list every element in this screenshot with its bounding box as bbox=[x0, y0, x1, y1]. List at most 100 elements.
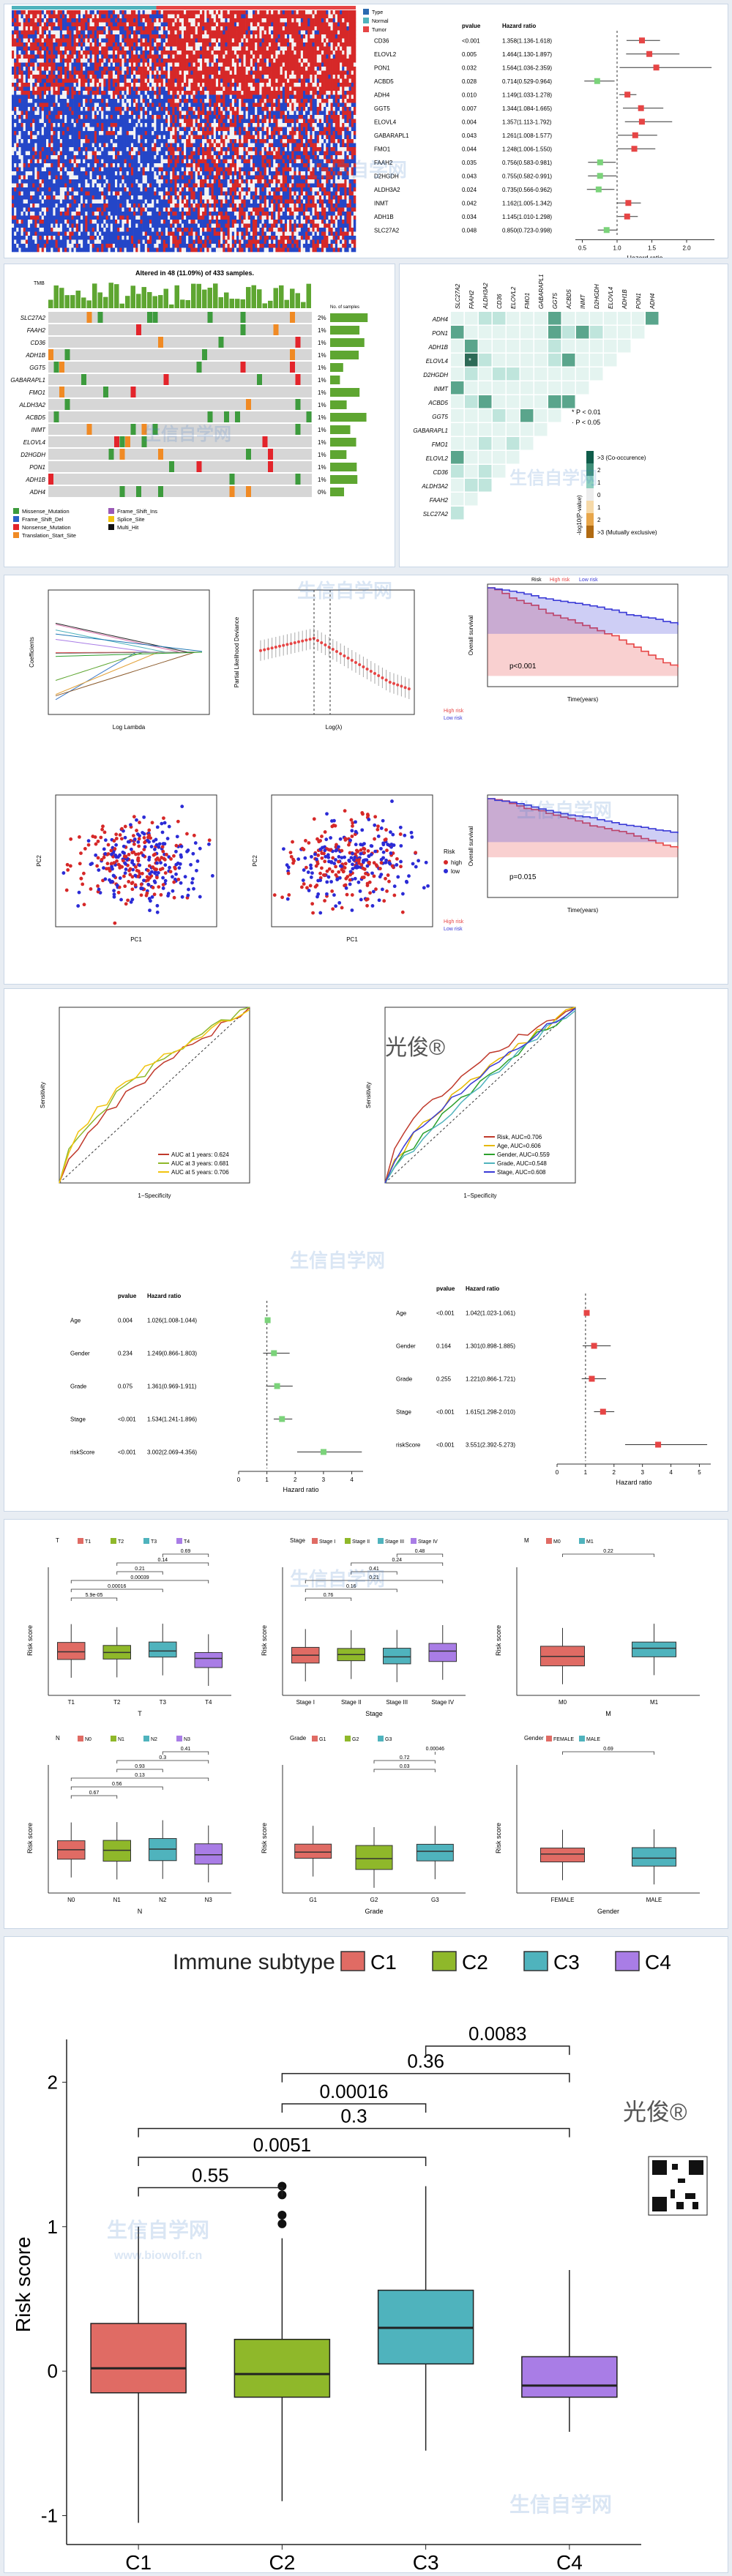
heatmap-cell bbox=[227, 119, 230, 124]
heatmap-cell bbox=[140, 139, 143, 143]
heatmap-cell bbox=[247, 83, 251, 87]
heatmap-cell bbox=[160, 26, 164, 31]
heatmap-cell bbox=[307, 83, 310, 87]
heatmap-cell bbox=[101, 119, 104, 124]
heatmap-cell bbox=[160, 135, 164, 140]
heatmap-cell bbox=[119, 22, 122, 27]
heatmap-cell bbox=[16, 127, 19, 132]
heatmap-cell bbox=[211, 75, 214, 79]
heatmap-cell bbox=[170, 139, 173, 143]
heatmap-cell bbox=[197, 99, 201, 103]
heatmap-cell bbox=[330, 83, 333, 87]
heatmap-cell bbox=[261, 115, 264, 119]
heatmap-cell bbox=[197, 62, 201, 67]
heatmap-cell bbox=[335, 46, 338, 51]
heatmap-cell bbox=[291, 94, 294, 100]
heatmap-cell bbox=[135, 123, 138, 127]
heatmap-cell bbox=[271, 91, 274, 95]
heatmap-cell bbox=[346, 83, 349, 87]
heatmap-cell bbox=[73, 42, 77, 47]
heatmap-cell bbox=[340, 30, 343, 35]
heatmap-cell bbox=[197, 14, 201, 19]
heatmap-cell bbox=[78, 94, 81, 100]
heatmap-cell bbox=[99, 91, 102, 95]
heatmap-cell bbox=[291, 18, 294, 23]
heatmap-cell bbox=[234, 115, 237, 119]
heatmap-cell bbox=[73, 94, 77, 100]
heatmap-cell bbox=[138, 46, 141, 51]
heatmap-cell bbox=[179, 86, 182, 92]
heatmap-cell bbox=[16, 115, 19, 119]
heatmap-cell bbox=[46, 14, 49, 19]
heatmap-cell bbox=[184, 135, 187, 140]
heatmap-cell bbox=[133, 131, 136, 135]
heatmap-cell bbox=[204, 18, 207, 23]
heatmap-cell bbox=[197, 131, 201, 135]
heatmap-cell bbox=[234, 123, 237, 127]
heatmap-cell bbox=[179, 75, 182, 79]
heatmap-cell bbox=[215, 123, 219, 127]
heatmap-cell bbox=[51, 111, 53, 116]
heatmap-cell bbox=[25, 78, 29, 83]
heatmap-cell bbox=[158, 59, 161, 63]
heatmap-cell bbox=[64, 127, 67, 132]
heatmap-cell bbox=[165, 139, 168, 143]
heatmap-cell bbox=[174, 54, 177, 59]
heatmap-cell bbox=[234, 30, 237, 35]
heatmap-cell bbox=[73, 139, 77, 143]
heatmap-cell bbox=[71, 59, 74, 63]
heatmap-cell bbox=[115, 111, 118, 116]
heatmap-cell bbox=[172, 102, 175, 108]
heatmap-cell bbox=[330, 139, 333, 143]
heatmap-cell bbox=[172, 99, 175, 103]
heatmap-cell bbox=[30, 14, 33, 19]
heatmap-cell bbox=[213, 30, 217, 35]
heatmap-cell bbox=[37, 18, 40, 23]
heatmap-cell bbox=[55, 127, 58, 132]
heatmap-cell bbox=[149, 123, 152, 127]
heatmap-cell bbox=[209, 18, 212, 23]
heatmap-cell bbox=[115, 131, 118, 135]
heatmap-cell bbox=[119, 83, 122, 87]
heatmap-cell bbox=[307, 30, 310, 35]
heatmap-cell bbox=[264, 131, 267, 135]
heatmap-cell bbox=[253, 107, 255, 111]
heatmap-cell bbox=[75, 123, 79, 127]
heatmap-cell bbox=[163, 139, 166, 143]
heatmap-cell bbox=[245, 131, 249, 135]
heatmap-cell bbox=[328, 42, 331, 47]
heatmap-cell bbox=[135, 59, 138, 63]
heatmap-cell bbox=[181, 127, 184, 132]
heatmap-cell bbox=[266, 38, 269, 43]
heatmap-cell bbox=[247, 91, 251, 95]
heatmap-cell bbox=[190, 86, 193, 92]
heatmap-cell bbox=[202, 75, 205, 79]
heatmap-cell bbox=[126, 119, 130, 124]
heatmap-cell bbox=[199, 115, 203, 119]
heatmap-cell bbox=[126, 22, 130, 27]
heatmap-cell bbox=[41, 38, 45, 43]
heatmap-cell bbox=[326, 51, 329, 55]
heatmap-cell bbox=[287, 78, 290, 83]
heatmap-cell bbox=[12, 115, 15, 119]
heatmap-cell bbox=[14, 26, 17, 31]
heatmap-cell bbox=[55, 102, 58, 108]
heatmap-cell bbox=[172, 30, 175, 35]
heatmap-cell bbox=[71, 54, 74, 59]
heatmap-cell bbox=[236, 135, 239, 140]
heatmap-cell bbox=[105, 62, 108, 67]
heatmap-cell bbox=[277, 67, 280, 71]
heatmap-cell bbox=[190, 67, 193, 71]
heatmap-cell bbox=[108, 62, 111, 67]
heatmap-cell bbox=[337, 139, 340, 143]
heatmap-cell bbox=[186, 102, 189, 108]
heatmap-cell bbox=[156, 62, 159, 67]
heatmap-cell bbox=[81, 51, 83, 55]
heatmap-cell bbox=[174, 51, 177, 55]
heatmap-cell bbox=[73, 131, 77, 135]
heatmap-cell bbox=[340, 70, 343, 75]
heatmap-cell bbox=[59, 94, 63, 100]
heatmap-cell bbox=[197, 51, 201, 55]
heatmap-cell bbox=[209, 34, 212, 39]
heatmap-cell bbox=[247, 102, 251, 108]
